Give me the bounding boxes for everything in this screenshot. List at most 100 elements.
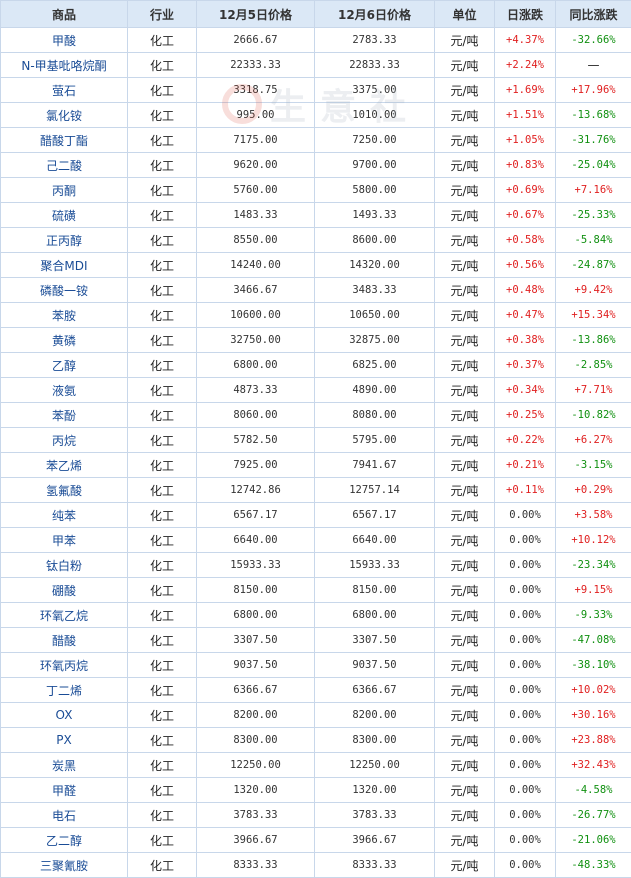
yoy-change-cell: -23.34% <box>555 552 631 578</box>
daily-change-cell: 0.00% <box>494 527 556 553</box>
industry-cell: 化工 <box>127 252 197 278</box>
price-dec5-cell: 8060.00 <box>196 402 315 428</box>
price-dec6-cell: 32875.00 <box>314 327 435 353</box>
table-row: 萤石 化工 3318.75 3375.00 元/吨 +1.69% +17.96% <box>0 77 631 103</box>
unit-cell: 元/吨 <box>434 402 495 428</box>
commodity-link[interactable]: 环氧乙烷 <box>0 602 128 628</box>
commodity-link[interactable]: 氯化铵 <box>0 102 128 128</box>
price-dec5-cell: 3466.67 <box>196 277 315 303</box>
table-row: 乙二醇 化工 3966.67 3966.67 元/吨 0.00% -21.06% <box>0 827 631 853</box>
industry-cell: 化工 <box>127 752 197 778</box>
unit-cell: 元/吨 <box>434 102 495 128</box>
commodity-link[interactable]: 甲苯 <box>0 527 128 553</box>
daily-change-cell: +0.83% <box>494 152 556 178</box>
commodity-link[interactable]: 三聚氰胺 <box>0 852 128 878</box>
unit-cell: 元/吨 <box>434 452 495 478</box>
price-dec6-cell: 8200.00 <box>314 702 435 728</box>
price-dec5-cell: 10600.00 <box>196 302 315 328</box>
daily-change-cell: 0.00% <box>494 702 556 728</box>
commodity-link[interactable]: 苯乙烯 <box>0 452 128 478</box>
commodity-link[interactable]: 环氧丙烷 <box>0 652 128 678</box>
commodity-link[interactable]: 苯胺 <box>0 302 128 328</box>
industry-cell: 化工 <box>127 527 197 553</box>
commodity-link[interactable]: 电石 <box>0 802 128 828</box>
commodity-link[interactable]: 丙烷 <box>0 427 128 453</box>
commodity-link[interactable]: 聚合MDI <box>0 252 128 278</box>
commodity-link[interactable]: 醋酸丁酯 <box>0 127 128 153</box>
yoy-change-cell: -13.68% <box>555 102 631 128</box>
unit-cell: 元/吨 <box>434 752 495 778</box>
commodity-link[interactable]: N-甲基吡咯烷酮 <box>0 52 128 78</box>
table-row: 硫磺 化工 1483.33 1493.33 元/吨 +0.67% -25.33% <box>0 202 631 228</box>
table-row: 正丙醇 化工 8550.00 8600.00 元/吨 +0.58% -5.84% <box>0 227 631 253</box>
header-unit: 单位 <box>434 0 495 28</box>
daily-change-cell: +4.37% <box>494 27 556 53</box>
unit-cell: 元/吨 <box>434 152 495 178</box>
price-dec6-cell: 8300.00 <box>314 727 435 753</box>
commodity-link[interactable]: 乙二醇 <box>0 827 128 853</box>
commodity-link[interactable]: 己二酸 <box>0 152 128 178</box>
industry-cell: 化工 <box>127 477 197 503</box>
table-body: 甲酸 化工 2666.67 2783.33 元/吨 +4.37% -32.66% N-甲基吡咯… <box>0 27 631 878</box>
daily-change-cell: 0.00% <box>494 602 556 628</box>
unit-cell: 元/吨 <box>434 777 495 803</box>
commodity-link[interactable]: 黄磷 <box>0 327 128 353</box>
daily-change-cell: +0.22% <box>494 427 556 453</box>
commodity-link[interactable]: 乙醇 <box>0 352 128 378</box>
daily-change-cell: +0.38% <box>494 327 556 353</box>
commodity-link[interactable]: 炭黑 <box>0 752 128 778</box>
table-row: 氯化铵 化工 995.00 1010.00 元/吨 +1.51% -13.68% <box>0 102 631 128</box>
industry-cell: 化工 <box>127 127 197 153</box>
price-dec6-cell: 6366.67 <box>314 677 435 703</box>
yoy-change-cell: +0.29% <box>555 477 631 503</box>
price-dec6-cell: 5795.00 <box>314 427 435 453</box>
commodity-link[interactable]: 液氨 <box>0 377 128 403</box>
commodity-link[interactable]: 钛白粉 <box>0 552 128 578</box>
price-dec5-cell: 8550.00 <box>196 227 315 253</box>
price-dec6-cell: 12250.00 <box>314 752 435 778</box>
commodity-link[interactable]: 丁二烯 <box>0 677 128 703</box>
commodity-link[interactable]: 醋酸 <box>0 627 128 653</box>
price-dec5-cell: 8200.00 <box>196 702 315 728</box>
industry-cell: 化工 <box>127 402 197 428</box>
commodity-link[interactable]: 氢氟酸 <box>0 477 128 503</box>
commodity-link[interactable]: 正丙醇 <box>0 227 128 253</box>
commodity-link[interactable]: OX <box>0 702 128 728</box>
commodity-link[interactable]: 甲醛 <box>0 777 128 803</box>
price-dec6-cell: 5800.00 <box>314 177 435 203</box>
commodity-link[interactable]: 磷酸一铵 <box>0 277 128 303</box>
industry-cell: 化工 <box>127 677 197 703</box>
commodity-link[interactable]: 纯苯 <box>0 502 128 528</box>
header-industry: 行业 <box>127 0 197 28</box>
price-dec6-cell: 8080.00 <box>314 402 435 428</box>
unit-cell: 元/吨 <box>434 502 495 528</box>
unit-cell: 元/吨 <box>434 827 495 853</box>
table-row: OX 化工 8200.00 8200.00 元/吨 0.00% +30.16% <box>0 702 631 728</box>
daily-change-cell: 0.00% <box>494 627 556 653</box>
industry-cell: 化工 <box>127 102 197 128</box>
price-dec6-cell: 3307.50 <box>314 627 435 653</box>
commodity-link[interactable]: 硼酸 <box>0 577 128 603</box>
commodity-link[interactable]: 萤石 <box>0 77 128 103</box>
industry-cell: 化工 <box>127 202 197 228</box>
table-row: 丙烷 化工 5782.50 5795.00 元/吨 +0.22% +6.27% <box>0 427 631 453</box>
price-dec5-cell: 8150.00 <box>196 577 315 603</box>
commodity-link[interactable]: 苯酚 <box>0 402 128 428</box>
table-row: 环氧乙烷 化工 6800.00 6800.00 元/吨 0.00% -9.33% <box>0 602 631 628</box>
industry-cell: 化工 <box>127 577 197 603</box>
table-row: 黄磷 化工 32750.00 32875.00 元/吨 +0.38% -13.86% <box>0 327 631 353</box>
commodity-link[interactable]: PX <box>0 727 128 753</box>
industry-cell: 化工 <box>127 777 197 803</box>
unit-cell: 元/吨 <box>434 727 495 753</box>
daily-change-cell: +1.51% <box>494 102 556 128</box>
yoy-change-cell: +15.34% <box>555 302 631 328</box>
price-dec5-cell: 6567.17 <box>196 502 315 528</box>
daily-change-cell: 0.00% <box>494 852 556 878</box>
commodity-link[interactable]: 甲酸 <box>0 27 128 53</box>
table-row: PX 化工 8300.00 8300.00 元/吨 0.00% +23.88% <box>0 727 631 753</box>
industry-cell: 化工 <box>127 702 197 728</box>
commodity-link[interactable]: 丙酮 <box>0 177 128 203</box>
commodity-link[interactable]: 硫磺 <box>0 202 128 228</box>
yoy-change-cell: +23.88% <box>555 727 631 753</box>
